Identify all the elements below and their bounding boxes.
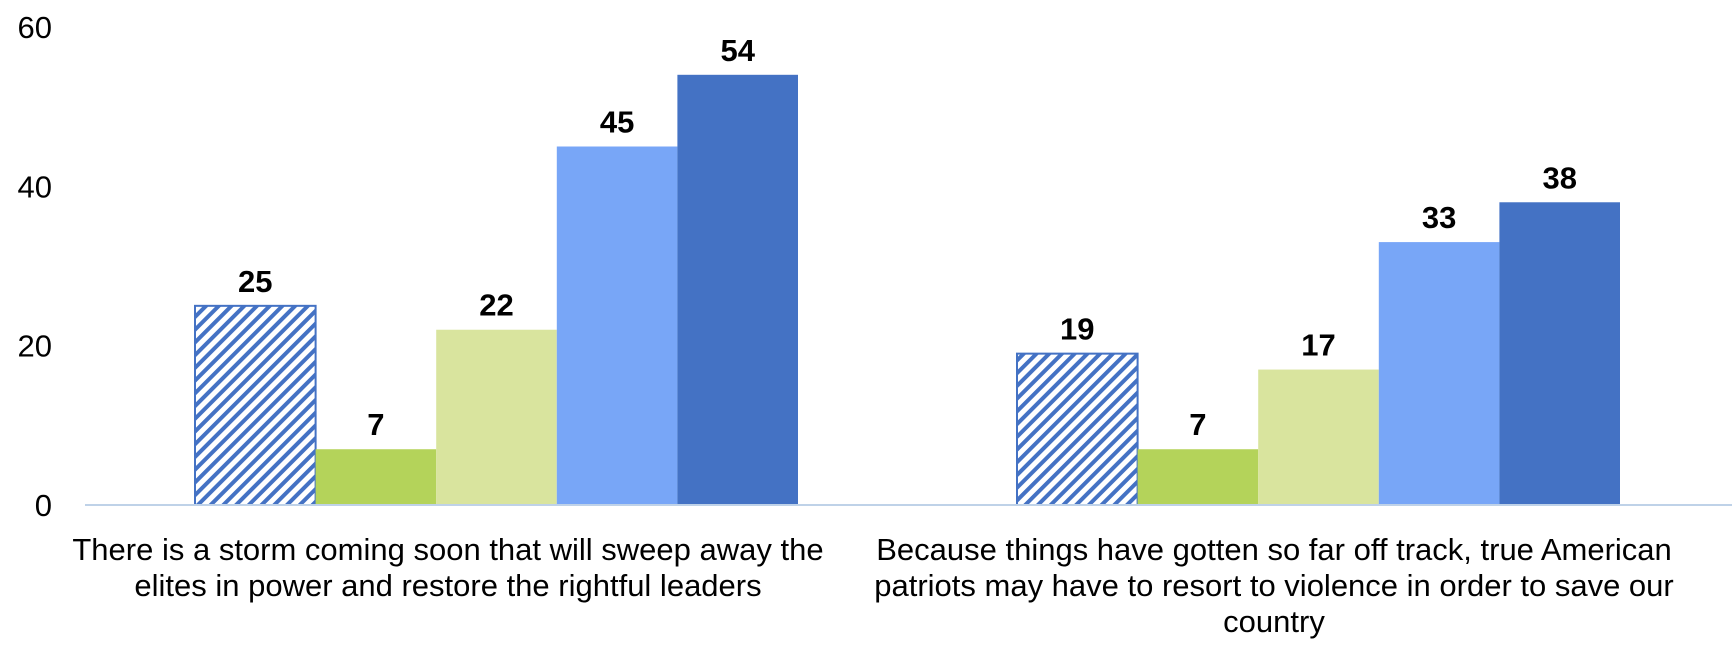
bar xyxy=(1137,449,1259,505)
data-label: 17 xyxy=(1301,328,1335,363)
data-label: 7 xyxy=(1189,407,1206,442)
bar xyxy=(1499,202,1620,505)
y-tick-label: 60 xyxy=(18,10,52,45)
y-tick-label: 20 xyxy=(18,329,52,364)
bar xyxy=(1016,352,1139,506)
category-label-1: There is a storm coming soon that will s… xyxy=(72,532,824,603)
data-label: 45 xyxy=(600,105,634,140)
data-label: 38 xyxy=(1542,160,1576,195)
bar xyxy=(1378,242,1500,505)
data-label: 33 xyxy=(1422,200,1456,235)
bar xyxy=(194,304,317,507)
y-tick-label: 40 xyxy=(18,169,52,204)
y-tick-label: 0 xyxy=(35,488,52,523)
category-label-2: Because things have gotten so far off tr… xyxy=(874,532,1674,639)
bar xyxy=(556,146,678,505)
data-label: 7 xyxy=(367,407,384,442)
data-labels: 25 7 22 45 54 19 7 17 33 38 xyxy=(238,33,1577,442)
bar xyxy=(315,449,437,505)
bar xyxy=(677,74,798,506)
data-label: 19 xyxy=(1060,312,1094,347)
data-label: 54 xyxy=(720,33,755,68)
data-label: 25 xyxy=(238,264,272,299)
y-axis: 0 20 40 60 xyxy=(18,10,52,523)
data-label: 22 xyxy=(479,288,513,323)
bars xyxy=(194,74,1620,507)
bar xyxy=(436,329,557,505)
bar xyxy=(1258,369,1379,505)
